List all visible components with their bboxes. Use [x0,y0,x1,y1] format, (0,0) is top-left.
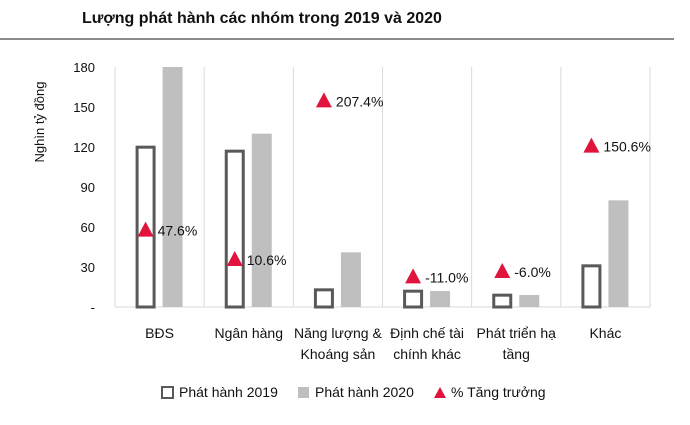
category-label: BĐS [145,325,174,341]
y-tick-label: 120 [73,140,95,155]
y-tick-label: 90 [81,180,95,195]
growth-label: -6.0% [514,264,551,280]
bar-2019 [403,289,424,309]
category-label: Khoáng sản [301,346,376,362]
bar-2019 [581,264,602,309]
legend-marker-growth [434,387,446,398]
y-tick-label: - [91,300,95,315]
legend-label-2019: Phát hành 2019 [179,384,278,400]
growth-marker [315,92,332,108]
bar-2020 [608,200,629,307]
y-axis-label: Nghìn tỷ đồng [32,82,47,163]
growth-label: 207.4% [336,93,383,109]
bar-2019 [224,149,245,309]
category-label: Phát triển hạ [477,325,557,341]
bar-2020 [430,291,451,307]
bar-2020 [251,133,272,307]
chart-title: Lượng phát hành các nhóm trong 2019 và 2… [82,10,442,27]
legend-swatch-2019 [161,386,174,399]
y-tick-label: 180 [73,60,95,75]
title-rule [0,38,674,40]
category-label: tầng [503,346,530,362]
growth-marker [137,221,154,237]
category-label: Khác [589,325,621,341]
y-tick-label: 150 [73,100,95,115]
growth-label: -11.0% [425,269,468,285]
growth-label: 47.6% [158,223,198,239]
legend-swatch-2020 [298,387,309,398]
growth-label: 10.6% [247,252,287,268]
bar-2019 [492,293,513,309]
bar-2020 [162,67,183,307]
growth-marker [226,251,243,266]
category-label: Định chế tài [390,325,464,341]
bar-2020 [340,252,361,307]
legend-label-2020: Phát hành 2020 [315,384,414,400]
growth-marker [583,137,600,153]
growth-label: 150.6% [603,139,650,155]
y-tick-label: 30 [81,260,95,275]
category-label: Năng lượng & [294,325,382,341]
category-label: Ngân hàng [214,325,283,341]
growth-marker [405,268,422,284]
legend-label-growth: % Tăng trưởng [451,384,546,400]
y-tick-label: 60 [81,220,95,235]
growth-marker [494,263,511,278]
bar-2019 [313,288,334,309]
category-label: chính khác [393,346,461,362]
bar-2020 [519,295,540,307]
